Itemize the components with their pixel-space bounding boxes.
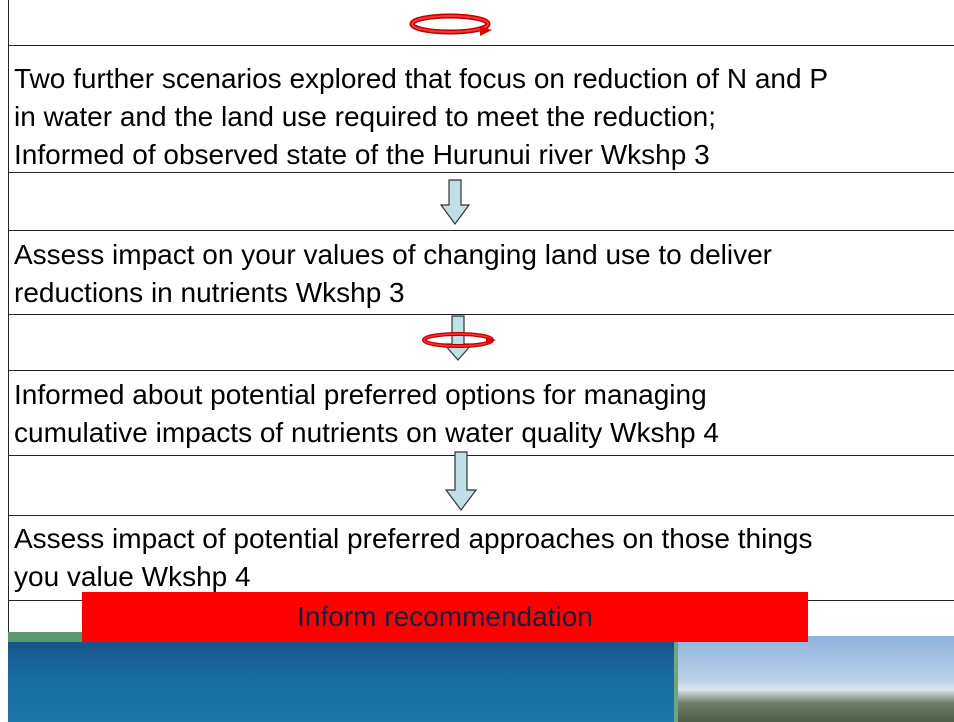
- arrows: [0, 0, 954, 722]
- down-arrow: [446, 452, 476, 510]
- down-arrow: [441, 180, 469, 224]
- slide: {"steps": [ {"lines": ["Two further scen…: [0, 0, 954, 722]
- cycle-arrow: [412, 16, 492, 36]
- down-arrow: [444, 316, 472, 360]
